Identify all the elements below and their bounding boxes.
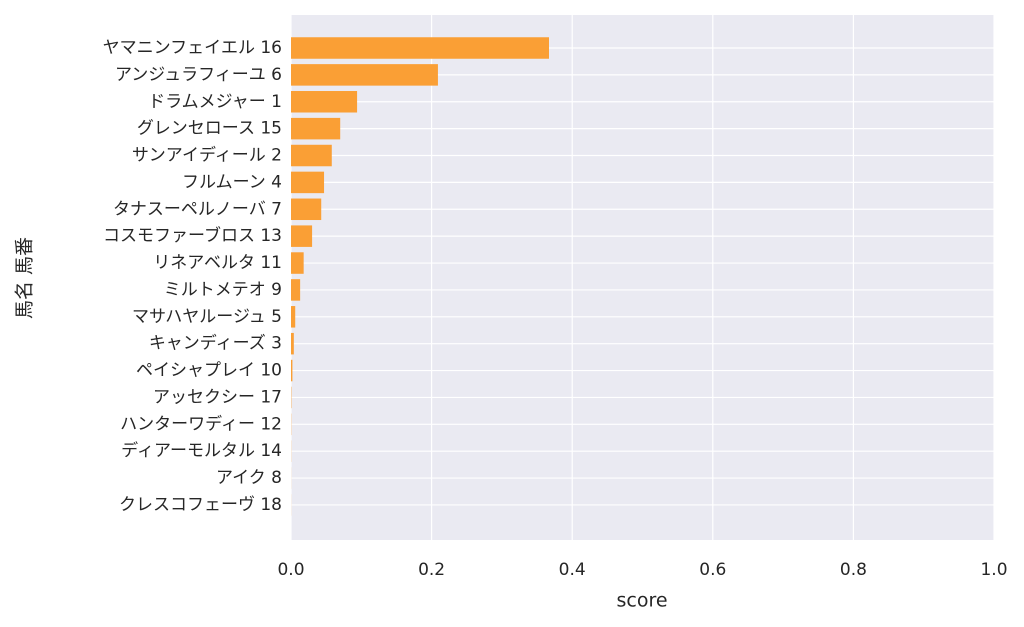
bar — [291, 332, 294, 355]
y-axis-label: 馬名 馬番 — [14, 237, 36, 319]
grid — [290, 15, 995, 540]
bar — [291, 252, 304, 274]
bar — [291, 359, 293, 382]
x-tick-label: 0.2 — [418, 560, 445, 580]
bar — [291, 279, 301, 301]
bar — [291, 144, 332, 167]
y-tick-label: ディアーモルタル 14 — [121, 440, 282, 461]
y-tick-label: リネアベルタ 11 — [153, 253, 282, 273]
x-tick-label: 0.0 — [277, 560, 304, 580]
y-tick-label: コスモファーブロス 13 — [103, 225, 282, 246]
y-tick-label: フルムーン 4 — [182, 172, 282, 192]
y-tick-label: キャンディーズ 3 — [149, 333, 282, 354]
x-axis-label: score — [616, 590, 667, 612]
y-tick-label: マサハヤルージュ 5 — [132, 307, 282, 327]
x-tick-label: 0.4 — [559, 560, 586, 580]
y-tick-label: ハンターワディー 12 — [120, 413, 282, 434]
y-tick-label: サンアイディール 2 — [132, 145, 282, 166]
y-tick-label: ミルトメテオ 9 — [164, 280, 282, 300]
y-tick-label: ドラムメジャー 1 — [148, 92, 282, 112]
bar — [291, 37, 550, 59]
bar — [291, 198, 322, 221]
y-tick-label: ヤマニンフェイエル 16 — [103, 38, 282, 58]
bar — [291, 306, 296, 328]
y-tick-label: クレスコフェーヴ 18 — [119, 495, 282, 515]
y-tick-label: アイク 8 — [216, 468, 282, 488]
bar — [291, 171, 325, 194]
x-tick-label: 1.0 — [980, 560, 1007, 580]
plot-background — [291, 15, 994, 540]
y-tick-label: アンジュラフィーユ 6 — [115, 65, 282, 85]
x-tick-label: 0.6 — [699, 560, 726, 580]
bars — [291, 37, 550, 516]
y-tick-label: ペイシャプレイ 10 — [136, 361, 282, 381]
y-tick-label: タナスーペルノーバ 7 — [113, 199, 282, 219]
x-tick-label: 0.8 — [840, 560, 867, 580]
y-tick-label: グレンセロース 15 — [137, 119, 282, 139]
y-tick-label: アッセクシー 17 — [153, 387, 282, 407]
bar — [291, 225, 313, 247]
bar — [291, 64, 438, 86]
bar — [291, 117, 341, 140]
bar — [291, 91, 358, 113]
